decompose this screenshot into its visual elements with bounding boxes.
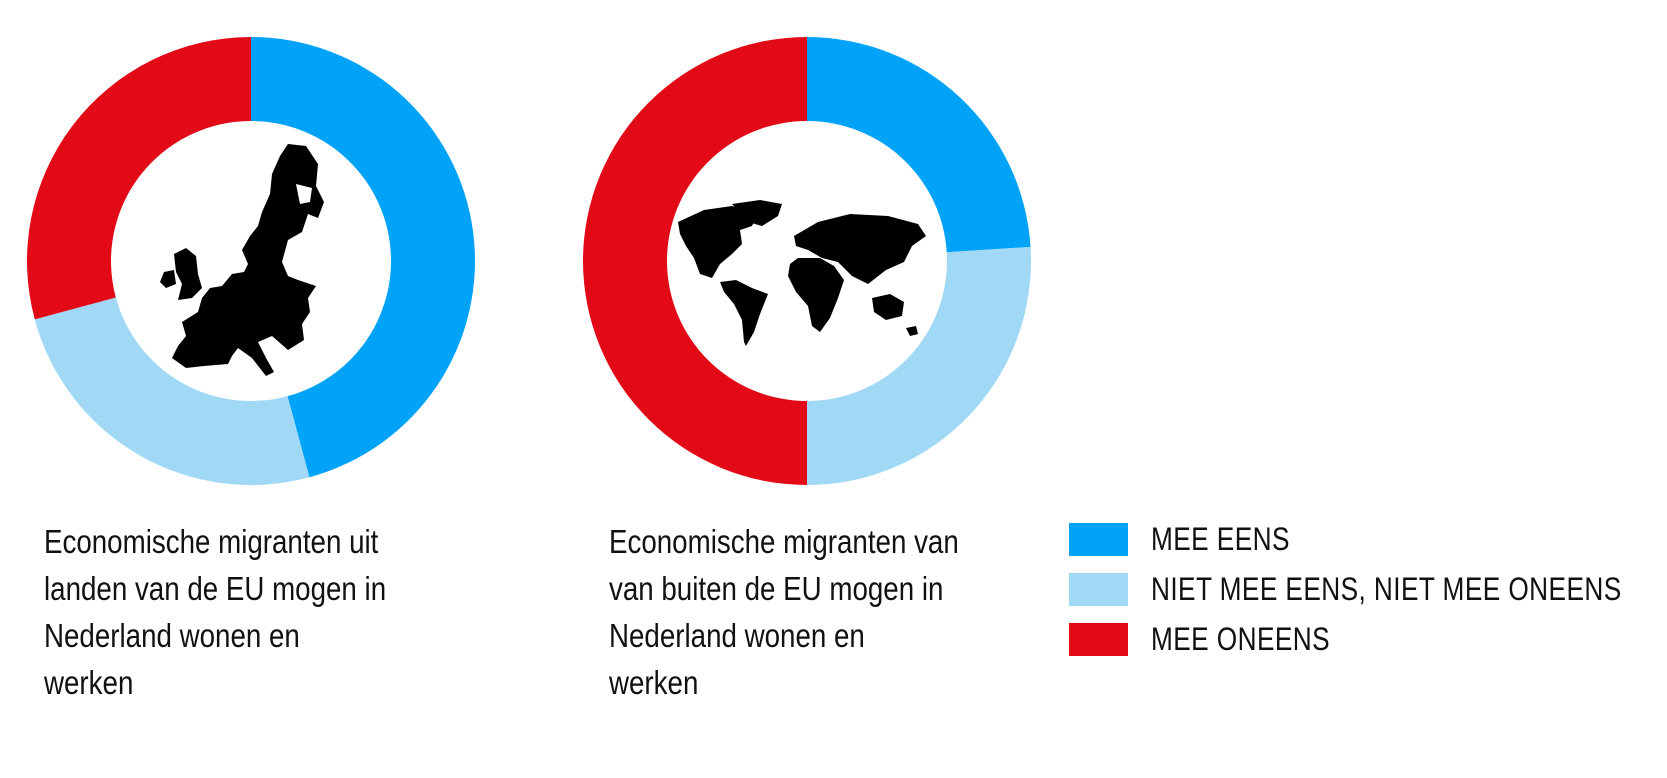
chart-title-line: Economische migranten van [609, 523, 959, 560]
donut-chart-world-svg [583, 37, 1031, 485]
donut-slice-mee-oneens [26, 37, 252, 320]
donut-chart-eu-svg [26, 37, 476, 485]
europe-map-icon [160, 144, 324, 376]
legend: MEE EENS NIET MEE EENS, NIET MEE ONEENS … [1069, 520, 1667, 672]
chart-title-line: landen van de EU mogen in [44, 570, 387, 607]
chart-title-line: Nederland wonen en werken [609, 617, 865, 701]
donut-slice-niet-mee-eens-niet-mee-oneens [807, 246, 1031, 485]
chart-title-line: Nederland wonen en werken [44, 617, 300, 701]
chart-title-eu: Economische migranten uit landen van de … [44, 518, 397, 706]
donut-slice-mee-oneens [583, 37, 807, 485]
legend-label: MEE ONEENS [1151, 620, 1331, 657]
legend-swatch [1069, 572, 1128, 606]
chart-title-line: van buiten de EU mogen in [609, 570, 944, 607]
legend-item-mee-oneens: MEE ONEENS [1069, 620, 1667, 657]
donut-slice-mee-eens [251, 37, 476, 478]
chart-title-line: Economische migranten uit [44, 523, 379, 560]
legend-item-mee-eens: MEE EENS [1069, 520, 1667, 557]
legend-label: NIET MEE EENS, NIET MEE ONEENS [1151, 570, 1622, 607]
legend-swatch [1069, 522, 1128, 556]
donut-chart-eu [26, 36, 476, 486]
donut-slice-mee-eens [807, 37, 1031, 253]
donut-slice-niet-mee-eens-niet-mee-oneens [34, 297, 310, 485]
donut-chart-world [582, 36, 1032, 486]
legend-label: MEE EENS [1151, 520, 1290, 557]
world-map-icon [678, 200, 926, 346]
legend-item-neutraal: NIET MEE EENS, NIET MEE ONEENS [1069, 570, 1667, 607]
legend-swatch [1069, 622, 1128, 656]
chart-title-world: Economische migranten van van buiten de … [609, 518, 962, 706]
